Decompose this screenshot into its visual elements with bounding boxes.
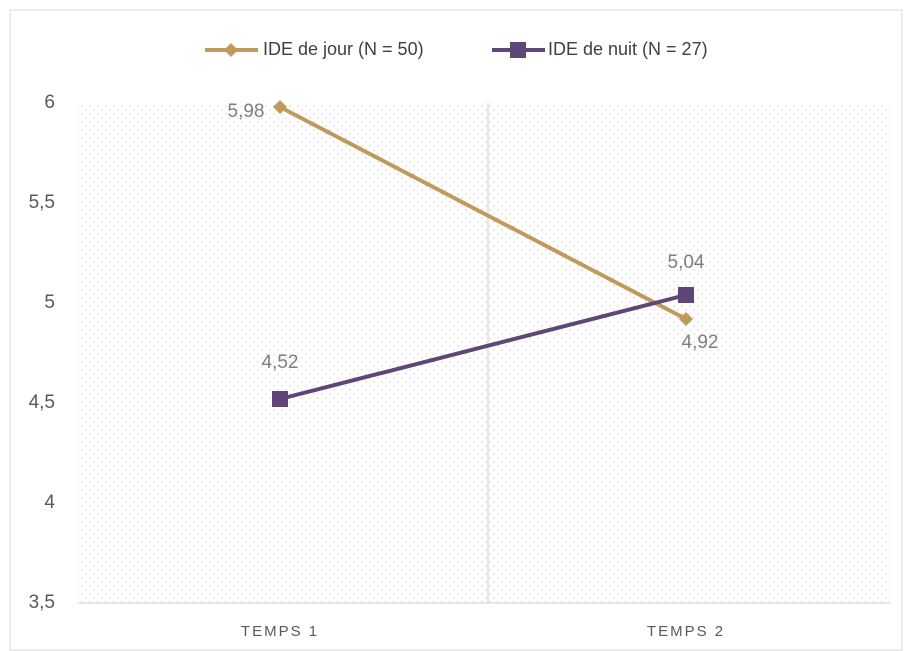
data-label: 5,98 bbox=[228, 101, 265, 122]
marker bbox=[678, 287, 694, 303]
x-tick-label: TEMPS 1 bbox=[241, 623, 319, 640]
data-label: 5,04 bbox=[668, 252, 705, 273]
series-line bbox=[279, 293, 687, 401]
y-tick-label: 5,5 bbox=[29, 192, 55, 213]
y-tick-label: 4,5 bbox=[29, 392, 55, 413]
y-tick-label: 4 bbox=[44, 492, 55, 513]
y-tick-label: 3,5 bbox=[29, 592, 55, 613]
x-tick-label: TEMPS 2 bbox=[647, 623, 725, 640]
data-label: 4,92 bbox=[682, 332, 719, 353]
marker bbox=[679, 312, 693, 326]
series-line bbox=[279, 105, 687, 321]
legend-label: IDE de nuit (N = 27) bbox=[548, 39, 708, 59]
y-tick-label: 6 bbox=[44, 92, 55, 113]
legend-label: IDE de jour (N = 50) bbox=[263, 39, 424, 59]
marker bbox=[224, 43, 238, 57]
marker bbox=[510, 42, 526, 58]
data-label: 4,52 bbox=[262, 352, 299, 373]
marker bbox=[272, 391, 288, 407]
y-tick-label: 5 bbox=[44, 292, 55, 313]
marker bbox=[273, 100, 287, 114]
plot-area bbox=[78, 103, 890, 603]
